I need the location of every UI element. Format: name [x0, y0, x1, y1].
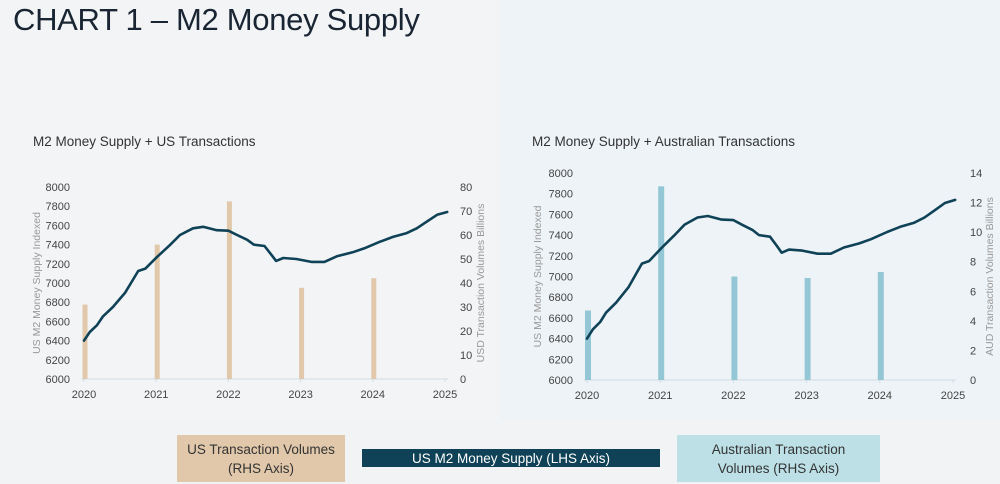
- y-tick-label: 8000: [46, 182, 70, 194]
- y2-tick-label: 70: [460, 206, 472, 218]
- x-tick-label: 2022: [721, 390, 745, 402]
- y2-tick-label: 12: [970, 198, 982, 210]
- y-tick-label: 7200: [46, 259, 70, 271]
- y-tick-label: 7000: [46, 278, 70, 290]
- y-tick-label: 6400: [549, 334, 573, 346]
- y-tick-label: 6200: [549, 354, 573, 366]
- y2-tick-label: 0: [970, 375, 976, 387]
- chart-us-svg: 6000 6200 6400 6600 6800 7000 7200 7400 7600 7800…: [31, 182, 487, 401]
- y2-tick-label: 4: [970, 316, 976, 328]
- legend-us-transactions: US Transaction Volumes (RHS Axis): [177, 435, 345, 482]
- y2-tick-label: 6: [970, 286, 976, 298]
- y-axis-title: US M2 Money Supply Indexed: [31, 212, 43, 354]
- y-tick-label: 6600: [549, 313, 573, 325]
- y-tick-label: 6200: [46, 355, 70, 367]
- y-tick-label: 6800: [46, 297, 70, 309]
- bar: [371, 278, 377, 379]
- y-tick-label: 6800: [549, 292, 573, 304]
- legend-us-line2: (RHS Axis): [227, 460, 294, 476]
- bar: [226, 201, 232, 379]
- y2-tick-label: 60: [460, 230, 472, 242]
- y-tick-label: 7400: [549, 230, 573, 242]
- x-tick-label: 2021: [648, 390, 672, 402]
- x-tick-label: 2023: [794, 390, 818, 402]
- x-tick-label: 2024: [361, 389, 385, 401]
- y-tick-label: 6400: [46, 336, 70, 348]
- legend-au-line1: Australian Transaction: [711, 441, 846, 457]
- y-tick-label: 7000: [549, 272, 573, 284]
- y-tick-label: 6000: [549, 375, 573, 387]
- bar: [585, 310, 591, 380]
- legend-m2-supply: US M2 Money Supply (LHS Axis): [362, 449, 660, 467]
- x-tick-label: 2022: [216, 389, 240, 401]
- legend-au-line2: Volumes (RHS Axis): [717, 460, 840, 476]
- y2-tick-label: 30: [460, 302, 472, 314]
- x-tick-label: 2023: [288, 389, 312, 401]
- y2-tick-label: 40: [460, 278, 472, 290]
- chart-title-us: M2 Money Supply + US Transactions: [33, 134, 256, 149]
- y2-tick-label: 8: [970, 257, 976, 269]
- y2-tick-label: 14: [970, 168, 982, 180]
- y2-tick-label: 10: [460, 350, 472, 362]
- y-tick-label: 7800: [46, 201, 70, 213]
- y-tick-label: 7200: [549, 251, 573, 263]
- y2-tick-label: 2: [970, 345, 976, 357]
- y-tick-label: 7600: [46, 220, 70, 232]
- y-axis-title: US M2 Money Supply Indexed: [532, 205, 544, 347]
- x-tick-label: 2021: [144, 389, 168, 401]
- y-tick-label: 7800: [549, 189, 573, 201]
- bar: [731, 276, 738, 380]
- y-tick-label: 7400: [46, 240, 70, 252]
- y2-axis-title: USD Transaction Volumes Billions: [475, 204, 487, 363]
- legend-au-transactions: Australian Transaction Volumes (RHS Axis…: [677, 435, 880, 482]
- bar: [154, 244, 160, 379]
- y2-axis-title: AUD Transaction Volumes Billions: [984, 197, 996, 356]
- chart-au-svg: 6000 6200 6400 6600 6800 7000 7200 7400 7600 7800…: [532, 168, 996, 402]
- y2-tick-label: 50: [460, 254, 472, 266]
- m2-line: [82, 210, 449, 342]
- bar: [299, 287, 305, 379]
- bar: [804, 277, 811, 380]
- y-tick-label: 6600: [46, 316, 70, 328]
- legend-us-line1: US Transaction Volumes: [187, 441, 335, 457]
- chart-title-au: M2 Money Supply + Australian Transaction…: [532, 134, 796, 149]
- chart-panel-us: M2 Money Supply + US Transactions 6000 62…: [0, 0, 500, 420]
- y-tick-label: 8000: [549, 168, 573, 180]
- chart-panel-au: M2 Money Supply + Australian Transaction…: [500, 0, 1000, 420]
- y-tick-label: 6000: [46, 374, 70, 386]
- page-title: CHART 1 – M2 Money Supply: [13, 2, 420, 37]
- x-tick-label: 2020: [575, 390, 599, 402]
- bar: [82, 304, 88, 379]
- y2-tick-label: 0: [460, 374, 466, 386]
- m2-line: [585, 198, 957, 340]
- x-tick-label: 2025: [941, 390, 965, 402]
- y-tick-label: 7600: [549, 209, 573, 221]
- bar: [658, 186, 665, 380]
- y2-tick-label: 10: [970, 227, 982, 239]
- x-tick-label: 2024: [868, 390, 892, 402]
- x-tick-label: 2020: [72, 389, 96, 401]
- y2-tick-label: 80: [460, 182, 472, 194]
- x-tick-label: 2025: [433, 389, 457, 401]
- y2-tick-label: 20: [460, 326, 472, 338]
- bar: [877, 272, 884, 380]
